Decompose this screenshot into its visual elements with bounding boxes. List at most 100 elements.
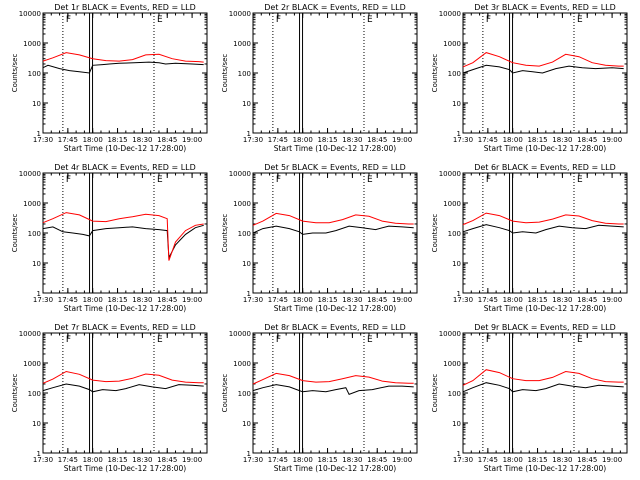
panel-title: Det 5r BLACK = Events, RED = LLD [264, 163, 406, 172]
x-tick-label: 17:30 [33, 456, 53, 464]
x-tick-label: 17:45 [478, 456, 498, 464]
x-tick-label: 17:45 [478, 136, 498, 144]
y-tick-label: 1 [247, 290, 251, 298]
y-tick-label: 100 [448, 70, 461, 78]
x-tick-label: 17:45 [58, 136, 78, 144]
panel-title: Det 6r BLACK = Events, RED = LLD [474, 163, 616, 172]
plot-frame [252, 332, 418, 454]
bracket-label: F [66, 335, 71, 345]
x-tick-label: 18:45 [367, 296, 387, 304]
y-tick-label: 10000 [19, 10, 41, 18]
x-tick-label: 18:30 [132, 296, 152, 304]
panel-title: Det 8r BLACK = Events, RED = LLD [264, 323, 406, 332]
bracket-label: F [276, 15, 281, 25]
panel-det-3: Det 3r BLACK = Events, RED = LLD 1 10 100 10… [431, 3, 628, 153]
x-tick-label: 18:00 [83, 136, 103, 144]
y-axis-label: Counts/sec [431, 54, 439, 93]
series-line-events [42, 383, 204, 393]
x-tick-label: 17:30 [453, 456, 473, 464]
y-tick-label: 10 [452, 420, 461, 428]
x-tick-label: 18:15 [317, 456, 337, 464]
bracket-label: E [577, 175, 583, 185]
y-axis-label: Counts/sec [431, 374, 439, 413]
x-tick-label: 17:30 [243, 136, 263, 144]
y-tick-label: 1 [37, 130, 41, 138]
x-tick-label: 18:45 [367, 136, 387, 144]
bracket-label: F [486, 335, 491, 345]
bracket-label: F [486, 175, 491, 185]
y-axis-label: Counts/sec [221, 374, 229, 413]
x-tick-label: 18:15 [527, 456, 547, 464]
series-line-lld [462, 52, 624, 68]
y-tick-label: 10000 [229, 330, 251, 338]
y-tick-label: 1 [457, 290, 461, 298]
y-tick-label: 10 [242, 100, 251, 108]
series-line-lld [462, 369, 624, 386]
x-tick-label: 18:30 [342, 296, 362, 304]
plot-frame [462, 332, 628, 454]
y-axis-label: Counts/sec [431, 214, 439, 253]
x-tick-label: 17:45 [268, 296, 288, 304]
x-tick-label: 19:00 [602, 296, 622, 304]
panel-det-7: Det 7r BLACK = Events, RED = LLD 1 10 100 10… [11, 323, 208, 473]
panel-title: Det 7r BLACK = Events, RED = LLD [54, 323, 196, 332]
y-tick-label: 100 [28, 390, 41, 398]
x-tick-label: 17:45 [268, 136, 288, 144]
x-axis-label: Start Time (10-Dec-12 17:28:00) [484, 464, 606, 473]
x-tick-label: 18:30 [552, 136, 572, 144]
panel-det-6: Det 6r BLACK = Events, RED = LLD 1 10 100 10… [431, 163, 628, 313]
x-tick-label: 18:15 [107, 136, 127, 144]
y-axis-label: Counts/sec [11, 54, 19, 93]
panel-title: Det 9r BLACK = Events, RED = LLD [474, 323, 616, 332]
y-tick-label: 1000 [233, 360, 251, 368]
series-line-events [42, 224, 204, 260]
bracket-label: E [367, 15, 373, 25]
y-tick-label: 1000 [443, 360, 461, 368]
series-line-events [252, 225, 414, 235]
plot-frame [252, 12, 418, 134]
y-tick-label: 10 [242, 260, 251, 268]
y-tick-label: 10000 [19, 330, 41, 338]
x-tick-label: 18:00 [83, 456, 103, 464]
x-tick-label: 18:15 [317, 136, 337, 144]
bracket-label: E [577, 335, 583, 345]
y-tick-label: 10 [452, 100, 461, 108]
x-tick-label: 18:00 [293, 136, 313, 144]
x-tick-label: 19:00 [602, 456, 622, 464]
bracket-label: F [66, 15, 71, 25]
panel-det-2: Det 2r BLACK = Events, RED = LLD 1 10 100 10… [221, 3, 418, 153]
y-axis-label: Counts/sec [221, 214, 229, 253]
bracket-label: E [157, 15, 163, 25]
y-tick-label: 10 [32, 100, 41, 108]
bracket-label: E [157, 335, 163, 345]
series-line-lld [42, 370, 204, 384]
panel-title: Det 4r BLACK = Events, RED = LLD [54, 163, 196, 172]
panel-det-4: Det 4r BLACK = Events, RED = LLD 1 10 100 10… [11, 163, 208, 313]
x-tick-label: 18:45 [367, 456, 387, 464]
series-line-events [462, 224, 624, 234]
y-tick-label: 1000 [23, 360, 41, 368]
y-tick-label: 10 [32, 420, 41, 428]
x-tick-label: 19:00 [182, 296, 202, 304]
panel-det-8: Det 8r BLACK = Events, RED = LLD 1 10 100 10… [221, 323, 418, 473]
y-tick-label: 10000 [229, 10, 251, 18]
y-tick-label: 10000 [439, 10, 461, 18]
x-axis-label: Start Time (10-Dec-12 17:28:00) [274, 304, 396, 313]
x-tick-label: 18:00 [503, 136, 523, 144]
x-tick-label: 17:45 [478, 296, 498, 304]
x-tick-label: 17:30 [453, 136, 473, 144]
y-tick-label: 100 [238, 70, 251, 78]
panel-det-5: Det 5r BLACK = Events, RED = LLD 1 10 100 10… [221, 163, 418, 313]
x-tick-label: 18:00 [293, 296, 313, 304]
x-tick-label: 18:30 [552, 296, 572, 304]
y-tick-label: 1 [247, 130, 251, 138]
y-tick-label: 10 [452, 260, 461, 268]
y-tick-label: 10000 [439, 330, 461, 338]
x-tick-label: 17:30 [33, 136, 53, 144]
x-tick-label: 18:45 [157, 456, 177, 464]
y-tick-label: 1000 [443, 40, 461, 48]
y-tick-label: 1 [37, 450, 41, 458]
x-tick-label: 19:00 [392, 296, 412, 304]
y-tick-label: 10000 [439, 170, 461, 178]
x-tick-label: 18:15 [107, 296, 127, 304]
